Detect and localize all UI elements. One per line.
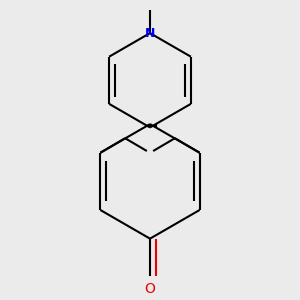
Text: O: O (145, 282, 155, 296)
Text: N: N (145, 27, 155, 40)
